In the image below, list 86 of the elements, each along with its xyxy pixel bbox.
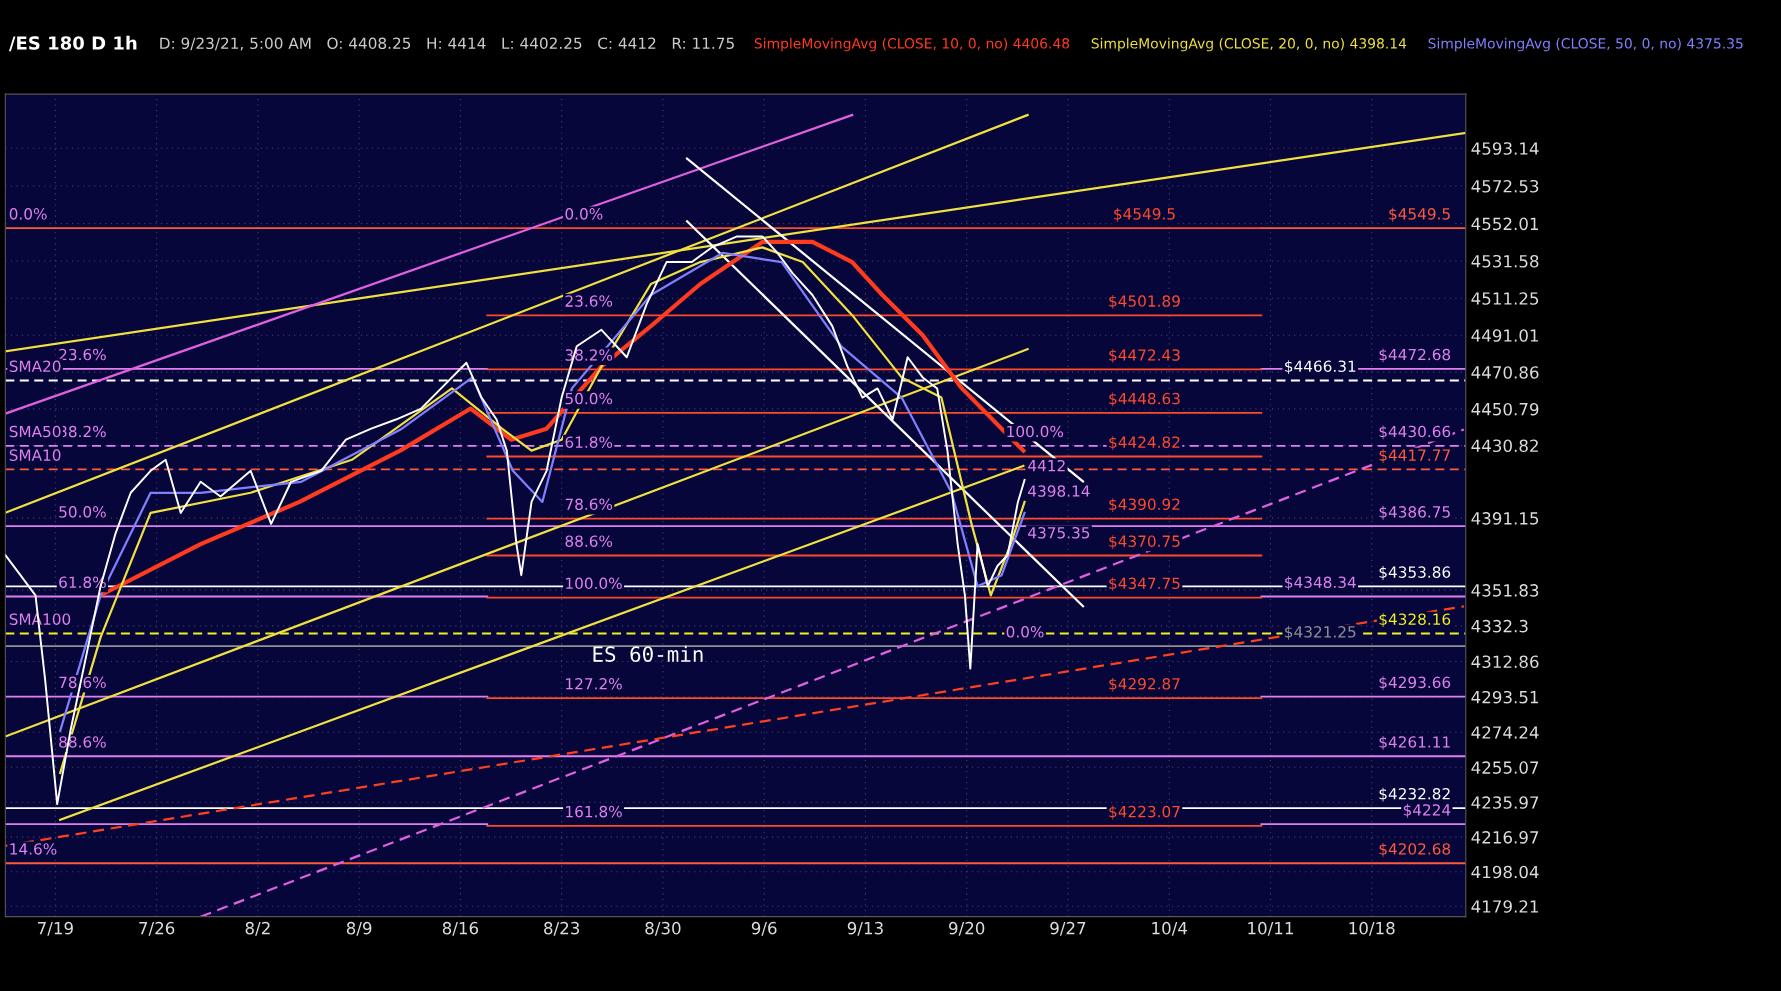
x-tick-label: 8/16 [442,921,479,936]
ref-line-label: $4430.66 [1379,425,1451,440]
ref-line-label: $4224 [1403,803,1451,818]
annotation: 88.6% [565,535,613,547]
y-tick-label: 4255.07 [1471,761,1539,774]
annotation: 161.8% [566,805,622,818]
y-tick-label: 4198.04 [1471,865,1539,879]
text: SimpleMovingAvg (CLOSE, 10, 0, no) 4406.48 [754,37,1070,52]
x-tick-label: 8/9 [346,921,372,936]
annotation: 100.0% [566,577,622,590]
y-tick-label: 4572.53 [1471,179,1539,193]
annotation: 4412 [1028,459,1065,472]
x-tick-label: 9/27 [1050,921,1086,936]
y-tick-label: 4179.21 [1471,900,1539,913]
x-tick-label: 7/19 [38,921,73,936]
annotation: 4375.35 [1028,527,1090,539]
ref-line-label: $4261.11 [1379,735,1450,750]
ref-line-label: $4466.31 [1285,360,1356,375]
annotation: 127.2% [566,678,622,690]
y-tick-label: 4511.25 [1471,292,1539,305]
annotation: 23.6% [565,295,613,307]
annotation: 14.6% [10,843,57,855]
y-tick-label: 4235.97 [1471,796,1539,809]
y-tick-label: 4312.86 [1471,655,1539,669]
ref-line-label: $4549.5 [1389,207,1450,222]
ref-line-label: $4448.63 [1109,392,1180,407]
annotation: SMA50 [9,425,61,438]
ref-line-label: $4501.89 [1109,295,1180,309]
x-tick-label: 9/6 [751,921,777,936]
y-tick-label: 4293.51 [1471,690,1539,704]
annotation: 61.8% [565,436,613,448]
y-tick-label: 4470.86 [1471,366,1539,379]
x-tick-label: 7/26 [139,921,175,936]
ref-line-label: $4348.34 [1285,576,1356,591]
annotation: 100.0% [1007,425,1064,438]
annotation: SMA20 [9,360,61,372]
ref-line-label: $4417.77 [1379,449,1450,463]
ref-line-label: $4472.68 [1379,348,1451,363]
ref-line-label: $4293.66 [1379,676,1451,691]
y-tick-label: 4593.14 [1471,142,1539,155]
y-tick-label: 4332.3 [1471,619,1528,633]
y-tick-label: 4552.01 [1471,217,1539,231]
y-tick-label: 4430.82 [1471,439,1538,453]
y-tick-label: 4351.83 [1471,584,1539,597]
ref-line-label: $4223.07 [1109,805,1180,820]
annotation: 50.0% [565,392,613,405]
text: SimpleMovingAvg (CLOSE, 20, 0, no) 4398.14 [1091,37,1407,52]
ref-line-label: $4370.75 [1109,535,1180,549]
annotation: 4398.14 [1028,485,1090,497]
annotation: 50.0% [59,506,106,518]
y-tick-label: 4391.15 [1471,512,1539,525]
ref-line-label: $4321.25 [1285,625,1356,640]
annotation: 0.0% [1006,626,1044,638]
y-tick-label: 4531.58 [1471,254,1539,268]
ref-line-label: $4232.82 [1379,787,1450,802]
ref-line-label: $4424.82 [1109,436,1180,450]
annotation: ES 60-min [593,645,703,662]
x-tick-label: 8/23 [544,921,580,936]
x-tick-label: 9/13 [847,921,883,936]
annotation: SMA10 [9,449,61,461]
annotation: 23.6% [59,348,106,361]
y-tick-label: 4216.97 [1471,831,1539,844]
ref-line-label: $4202.68 [1379,842,1451,857]
y-tick-label: 4274.24 [1471,726,1539,739]
x-tick-label: 10/18 [1349,921,1395,936]
ref-line-label: $4390.92 [1109,498,1180,513]
x-tick-label: 8/30 [645,921,681,936]
annotation: 0.0% [565,208,603,220]
ref-line-label: $4353.86 [1379,566,1451,580]
chart-title: /ES 180 D 1h [8,35,137,52]
x-tick-label: 9/20 [949,921,985,936]
y-tick-label: 4491.01 [1471,329,1539,342]
x-tick-label: 10/4 [1152,921,1187,936]
y-tick-label: 4450.79 [1471,402,1539,416]
x-tick-label: 8/2 [245,921,270,936]
text: SimpleMovingAvg (CLOSE, 50, 0, no) 4375.35 [1428,37,1743,52]
x-tick-label: 10/11 [1248,921,1293,936]
ref-line-label: $4386.75 [1379,505,1450,520]
ref-line-label: $4292.87 [1109,677,1180,692]
ref-line-label: $4472.43 [1109,348,1180,363]
ref-line-label: $4549.5 [1114,207,1175,222]
chart-subtitle: D: 9/23/21, 5:00 AM O: 4408.25 H: 4414 L: 4402.25 C: 4412 R: 11.75 [160,37,734,51]
annotation: 0.0% [9,208,47,220]
ref-line-label: $4328.16 [1379,613,1451,627]
ref-line-label: $4347.75 [1109,577,1180,592]
annotation: 78.6% [565,498,613,511]
